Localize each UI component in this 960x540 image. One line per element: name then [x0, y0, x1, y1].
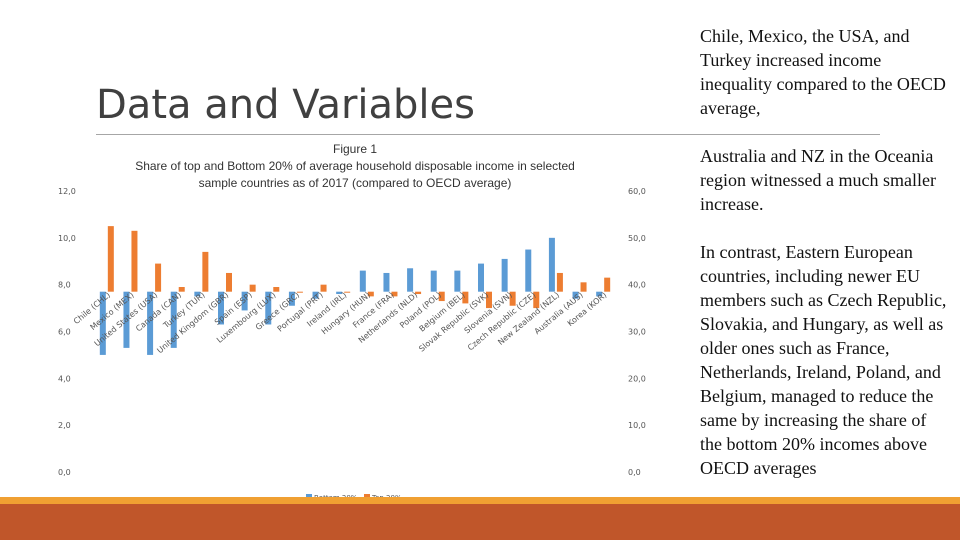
bar-bottom-20 — [454, 270, 461, 292]
bar-bottom-20 — [501, 258, 508, 292]
right-axis-tick: 20,0 — [628, 374, 646, 383]
bar-bottom-20 — [123, 291, 130, 348]
bar-top-20 — [178, 287, 185, 292]
bar-top-20 — [131, 230, 138, 292]
left-axis-tick: 12,0 — [58, 187, 76, 196]
bar-bottom-20 — [548, 237, 555, 292]
footer-bar — [0, 504, 960, 540]
left-axis-ticks: 0,0 2,0 4,0 6,0 8,0 10,0 12,0 — [58, 187, 76, 477]
right-axis-ticks: 0,0 10,0 20,0 30,0 40,0 50,0 60,0 — [628, 187, 646, 477]
left-axis-tick: 2,0 — [58, 421, 71, 430]
right-axis-tick: 0,0 — [628, 468, 641, 477]
bar-top-20 — [107, 226, 114, 292]
bar-bottom-20 — [312, 291, 319, 299]
bar-bottom-20 — [218, 291, 224, 325]
bar-top-20 — [249, 284, 256, 292]
paragraph-eastern-europe: In contrast, Eastern European countries,… — [700, 242, 947, 478]
paragraph-inequality-increase: Chile, Mexico, the USA, and Turkey incre… — [700, 26, 946, 118]
income-share-chart: Figure 1 Share of top and Bottom 20% of … — [58, 142, 646, 502]
bar-top-20 — [344, 291, 351, 293]
footer-accent-stripe — [0, 497, 960, 504]
right-axis-tick: 10,0 — [628, 421, 646, 430]
bar-bottom-20 — [265, 291, 272, 325]
bar-bottom-20 — [430, 270, 437, 292]
bar-top-20 — [202, 251, 209, 292]
bar-top-20 — [509, 291, 516, 306]
bar-top-20 — [415, 291, 422, 295]
bar-bottom-20 — [147, 291, 154, 355]
bar-bottom-20 — [407, 268, 414, 292]
bar-top-20 — [438, 291, 445, 302]
right-axis-tick: 60,0 — [628, 187, 646, 196]
bar-top-20 — [556, 272, 563, 292]
bar-bottom-20 — [572, 291, 579, 299]
bar-top-20 — [273, 287, 280, 292]
paragraph-oceania: Australia and NZ in the Oceania region w… — [700, 146, 936, 214]
bar-top-20 — [226, 272, 232, 292]
right-axis-tick: 40,0 — [628, 281, 646, 290]
bar-bottom-20 — [241, 291, 248, 311]
left-axis-tick: 4,0 — [58, 374, 71, 383]
chart-title-line-3: sample countries as of 2017 (compared to… — [199, 176, 512, 190]
bar-bottom-20 — [170, 291, 177, 348]
bar-top-20 — [296, 291, 303, 293]
bars-group — [99, 226, 611, 355]
right-axis-tick: 30,0 — [628, 328, 646, 337]
bar-bottom-20 — [478, 263, 484, 292]
bar-bottom-20 — [596, 291, 603, 297]
bar-bottom-20 — [288, 291, 295, 306]
left-axis-tick: 6,0 — [58, 328, 71, 337]
chart-title-line-2: Share of top and Bottom 20% of average h… — [135, 159, 575, 173]
bar-bottom-20 — [336, 291, 343, 295]
title-divider — [96, 134, 880, 135]
right-axis-tick: 50,0 — [628, 234, 646, 243]
bar-top-20 — [367, 291, 374, 297]
bar-bottom-20 — [99, 291, 106, 355]
bar-top-20 — [155, 263, 162, 292]
bar-top-20 — [486, 291, 492, 309]
chart-title-line-1: Figure 1 — [333, 142, 377, 156]
left-axis-tick: 8,0 — [58, 281, 71, 290]
left-axis-tick: 10,0 — [58, 234, 76, 243]
left-axis-tick: 0,0 — [58, 468, 71, 477]
bar-bottom-20 — [383, 272, 390, 292]
bar-top-20 — [604, 277, 611, 292]
bar-top-20 — [533, 291, 540, 309]
bar-top-20 — [320, 284, 327, 292]
bar-top-20 — [580, 282, 587, 292]
slide-title: Data and Variables — [96, 82, 475, 128]
bar-top-20 — [462, 291, 469, 304]
bar-top-20 — [391, 291, 398, 297]
bar-bottom-20 — [194, 291, 201, 297]
bar-bottom-20 — [359, 270, 366, 292]
bar-bottom-20 — [525, 249, 532, 292]
